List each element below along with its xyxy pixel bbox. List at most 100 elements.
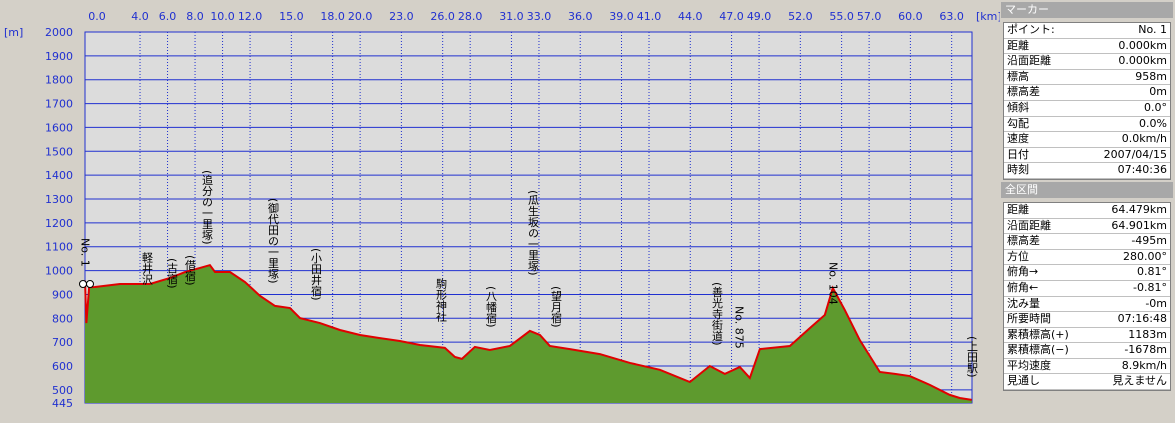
x-tick-label: 20.0 — [348, 10, 373, 23]
info-value: No. 1 — [1138, 23, 1167, 36]
annotation: 駒形神社 — [435, 278, 448, 323]
info-row: 俯角→ 0.81° — [1004, 265, 1170, 281]
marker-icon — [86, 280, 94, 288]
info-label: 傾斜 — [1007, 100, 1029, 114]
y-tick-label: 1400 — [45, 169, 73, 182]
y-tick-label: 1100 — [45, 241, 73, 254]
info-row: 沿面距離 64.901km — [1004, 219, 1170, 235]
annotation: (古宿) — [166, 258, 179, 289]
annotation: 軽井沢 — [141, 252, 154, 286]
y-tick-label: 1500 — [45, 145, 73, 158]
x-tick-label: 12.0 — [238, 10, 263, 23]
info-label: 標高差 — [1007, 85, 1040, 99]
info-label: ポイント: — [1007, 23, 1055, 36]
x-tick-label: 49.0 — [747, 10, 772, 23]
info-value: 8.9km/h — [1121, 358, 1167, 372]
info-value: 見えません — [1112, 374, 1167, 388]
elevation-line — [84, 263, 972, 401]
x-tick-label: 6.0 — [159, 10, 177, 23]
info-value: 0.000km — [1118, 38, 1167, 52]
y-tick-label: 1700 — [45, 98, 73, 111]
info-label: 時刻 — [1007, 163, 1029, 177]
y-tick-label: 1800 — [45, 74, 73, 87]
info-row: 所要時間 07:16:48 — [1004, 312, 1170, 328]
y-tick-label: 1600 — [45, 121, 73, 134]
x-tick-label: 52.0 — [788, 10, 813, 23]
info-row: 沿面距離 0.000km — [1004, 54, 1170, 70]
y-tick-label: 1300 — [45, 193, 73, 206]
annotation: (八幡宿) — [485, 286, 498, 328]
annotation: (小田井宿) — [310, 248, 323, 301]
info-row: 時刻 07:40:36 — [1004, 163, 1170, 179]
info-label: 沿面距離 — [1007, 54, 1051, 68]
info-row: 日付 2007/04/15 — [1004, 148, 1170, 164]
panel-box: 距離 64.479km 沿面距離 64.901km 標高差 -495m 方位 280.00° 俯… — [1003, 201, 1171, 392]
info-value: -0m — [1145, 296, 1167, 310]
info-row: 累積標高(−) -1678m — [1004, 343, 1170, 359]
x-axis-label: [km] — [976, 10, 1000, 23]
info-row: 距離 64.479km — [1004, 203, 1170, 219]
info-value: 0.81° — [1137, 265, 1167, 279]
info-row: 標高差 -495m — [1004, 234, 1170, 250]
panel-header: 全区間 — [1001, 181, 1173, 198]
x-tick-label: 33.0 — [527, 10, 552, 23]
info-row: 距離 0.000km — [1004, 39, 1170, 55]
info-value: -1678m — [1124, 343, 1167, 357]
x-tick-label: 47.0 — [719, 10, 744, 23]
x-tick-label: 28.0 — [458, 10, 483, 23]
info-row: 俯角← -0.81° — [1004, 281, 1170, 297]
info-value: 0.0° — [1144, 100, 1167, 114]
info-label: 勾配 — [1007, 116, 1029, 130]
info-label: 距離 — [1007, 38, 1029, 52]
info-row: 勾配 0.0% — [1004, 117, 1170, 133]
annotation: (御代田の一里塚) — [267, 198, 280, 284]
info-value: 958m — [1135, 69, 1167, 83]
info-value: 07:16:48 — [1117, 312, 1167, 326]
y-tick-label: 900 — [52, 288, 73, 301]
y-tick-label: 700 — [52, 336, 73, 349]
annotation: No. 875 — [733, 306, 746, 349]
info-label: 所要時間 — [1007, 312, 1051, 326]
y-tick-label: 500 — [52, 384, 73, 397]
info-value: 0m — [1149, 85, 1167, 99]
y-axis-label: [m] — [4, 26, 23, 39]
info-value: 1183m — [1128, 327, 1167, 341]
y-tick-label: 800 — [52, 312, 73, 325]
info-label: 標高差 — [1007, 234, 1040, 248]
info-value: 280.00° — [1123, 249, 1167, 263]
info-label: 俯角← — [1007, 280, 1039, 294]
y-tick-label: 445 — [52, 397, 73, 410]
x-tick-label: 41.0 — [637, 10, 662, 23]
x-tick-label: 26.0 — [430, 10, 455, 23]
x-tick-label: 10.0 — [210, 10, 235, 23]
panel-header: マーカー — [1001, 2, 1173, 18]
info-row: 標高差 0m — [1004, 85, 1170, 101]
y-tick-label: 600 — [52, 360, 73, 373]
info-value: 0.000km — [1118, 54, 1167, 68]
info-row: 累積標高(+) 1183m — [1004, 328, 1170, 344]
info-row: 速度 0.0km/h — [1004, 132, 1170, 148]
info-row: 平均速度 8.9km/h — [1004, 359, 1170, 375]
annotation: (上田駅) — [966, 336, 979, 378]
info-label: 日付 — [1007, 147, 1029, 161]
info-panel: マーカー ポイント: No. 1 距離 0.000km 沿面距離 0.000km 標高 958m… — [1001, 0, 1173, 423]
info-row: 沈み量 -0m — [1004, 297, 1170, 313]
annotation: (瓜生坂の一里塚) — [527, 190, 540, 276]
x-tick-label: 63.0 — [939, 10, 964, 23]
x-tick-label: 31.0 — [499, 10, 524, 23]
y-tick-label: 2000 — [45, 26, 73, 39]
annotation: (追分の一里塚) — [201, 170, 214, 245]
elevation-area — [85, 265, 972, 403]
panel-box: ポイント: No. 1 距離 0.000km 沿面距離 0.000km 標高 958m 標高差 0… — [1003, 22, 1171, 180]
info-label: 距離 — [1007, 202, 1029, 216]
info-value: 64.479km — [1111, 202, 1167, 216]
annotation: No. 1 — [79, 238, 92, 267]
x-tick-label: 0.0 — [88, 10, 106, 23]
info-label: 累積標高(−) — [1007, 343, 1069, 357]
info-row: 傾斜 0.0° — [1004, 101, 1170, 117]
annotation: (善光寺街道) — [711, 282, 724, 346]
x-tick-label: 23.0 — [389, 10, 414, 23]
info-label: 累積標高(+) — [1007, 327, 1069, 341]
x-tick-label: 36.0 — [568, 10, 593, 23]
